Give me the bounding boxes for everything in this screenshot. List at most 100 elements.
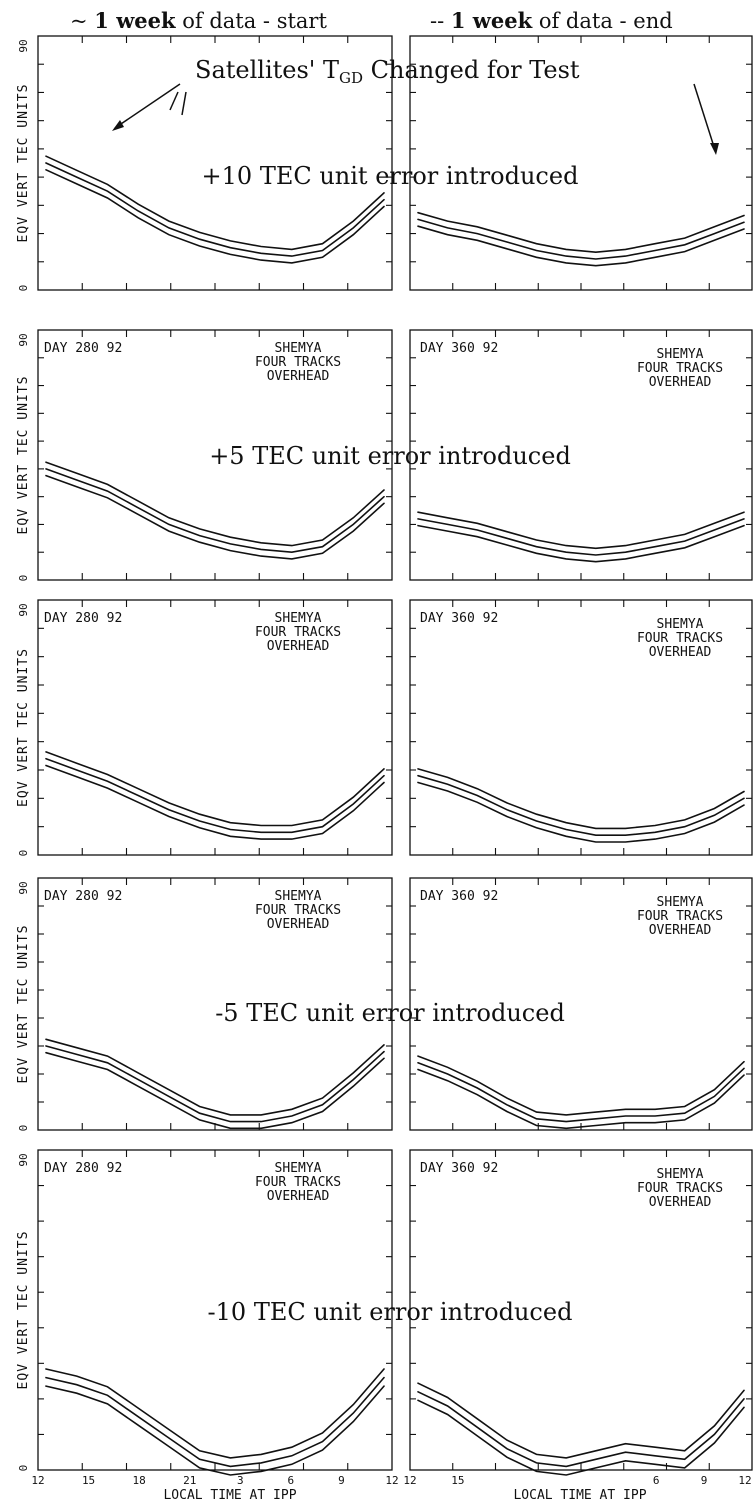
station-label-right: SHEMYA <box>657 347 704 362</box>
y-min-label: 0 <box>17 575 30 582</box>
subtitle-1-left: FOUR TRACKS <box>255 355 341 370</box>
day-label-left: DAY 280 92 <box>44 611 122 626</box>
trace-right-panel-4 <box>417 1055 745 1130</box>
trace-line <box>45 757 385 834</box>
trace-right-panel-3 <box>417 768 745 843</box>
y-axis-label: EQV VERT TEC UNITS <box>16 648 31 807</box>
trace-line <box>417 1055 745 1116</box>
x-tick-label: 12 <box>403 1474 416 1487</box>
y-min-label: 0 <box>17 285 30 292</box>
day-label-right: DAY 360 92 <box>420 1161 498 1176</box>
y-axis-label: EQV VERT TEC UNITS <box>16 1231 31 1390</box>
trace-left-panel-3 <box>45 751 385 840</box>
y-max-label: 90 <box>17 881 30 894</box>
trace-line <box>45 468 385 554</box>
y-max-label: 90 <box>17 333 30 346</box>
x-tick-label: 6 <box>653 1474 660 1487</box>
y-min-label: 0 <box>17 1125 30 1132</box>
y-axis-label: EQV VERT TEC UNITS <box>16 376 31 535</box>
trace-line <box>417 781 745 843</box>
trace-line <box>45 461 385 547</box>
x-axis-label-right: LOCAL TIME AT IPP <box>513 1488 646 1503</box>
x-tick-label: 12 <box>385 1474 398 1487</box>
trace-line <box>417 768 745 830</box>
day-label-right: DAY 360 92 <box>420 341 498 356</box>
station-label-left: SHEMYA <box>275 341 322 356</box>
y-min-label: 0 <box>17 850 30 857</box>
station-label-right: SHEMYA <box>657 895 704 910</box>
trace-line <box>417 218 745 260</box>
trace-line <box>45 764 385 840</box>
trace-line <box>45 1368 385 1459</box>
trace-line <box>45 474 385 560</box>
x-tick-label: 15 <box>82 1474 95 1487</box>
x-tick-label: 15 <box>451 1474 464 1487</box>
trace-right-panel-5 <box>417 1382 745 1476</box>
subtitle-1-right: FOUR TRACKS <box>637 631 723 646</box>
trace-line <box>417 1068 745 1130</box>
header-right: -- 1 week of data - end <box>430 8 673 33</box>
trace-line <box>45 169 385 264</box>
trace-line <box>417 211 745 254</box>
subtitle-2-right: OVERHEAD <box>649 1195 712 1210</box>
trace-left-panel-2 <box>45 461 385 560</box>
y-axis-label: EQV VERT TEC UNITS <box>16 84 31 243</box>
trace-line <box>417 524 745 563</box>
trace-line <box>45 751 385 827</box>
trace-left-panel-1 <box>45 155 385 264</box>
subtitle-2-right: OVERHEAD <box>649 923 712 938</box>
trace-line <box>417 511 745 550</box>
y-axis-label: EQV VERT TEC UNITS <box>16 925 31 1084</box>
trace-left-panel-4 <box>45 1038 385 1130</box>
panel-1: EQV VERT TEC UNITS 90 0 +10 TEC unit error … <box>16 35 753 292</box>
subtitle-1-left: FOUR TRACKS <box>255 625 341 640</box>
subtitle-1-right: FOUR TRACKS <box>637 909 723 924</box>
trace-line <box>417 518 745 556</box>
y-max-label: 90 <box>17 603 30 616</box>
trace-line <box>417 1399 745 1476</box>
x-tick-label: 3 <box>237 1474 244 1487</box>
trace-line <box>417 1382 745 1459</box>
trace-line <box>45 1038 385 1116</box>
x-tick-label: 6 <box>288 1474 295 1487</box>
trace-left-panel-5 <box>45 1368 385 1476</box>
y-max-label: 90 <box>17 1153 30 1166</box>
station-label-right: SHEMYA <box>657 1167 704 1182</box>
trace-line <box>45 1376 385 1468</box>
subtitle-2-left: OVERHEAD <box>267 917 330 932</box>
trace-right-panel-2 <box>417 511 745 563</box>
day-label-left: DAY 280 92 <box>44 341 122 356</box>
top-annotation: Satellites' TGD Changed for Test <box>195 56 580 87</box>
y-min-label: 0 <box>17 1465 30 1472</box>
header-left: ~ 1 week of data - start <box>70 8 327 33</box>
day-label-right: DAY 360 92 <box>420 611 498 626</box>
subtitle-2-right: OVERHEAD <box>649 375 712 390</box>
subtitle-2-left: OVERHEAD <box>267 1189 330 1204</box>
day-label-right: DAY 360 92 <box>420 889 498 904</box>
error-annotation: +5 TEC unit error introduced <box>209 442 571 470</box>
error-annotation: -10 TEC unit error introduced <box>208 1298 573 1326</box>
station-label-left: SHEMYA <box>275 1161 322 1176</box>
station-label-left: SHEMYA <box>275 889 322 904</box>
trace-line <box>45 155 385 251</box>
trace-line <box>417 774 745 837</box>
subtitle-1-left: FOUR TRACKS <box>255 1175 341 1190</box>
x-tick-labels: 12 15 18 21 3 6 9 12 12 15 6 9 12 <box>31 1474 751 1487</box>
x-tick-label: 9 <box>338 1474 345 1487</box>
station-label-right: SHEMYA <box>657 617 704 632</box>
x-tick-label: 12 <box>738 1474 751 1487</box>
trace-line <box>45 1051 385 1130</box>
trace-line <box>45 1385 385 1476</box>
error-annotation: +10 TEC unit error introduced <box>202 162 579 190</box>
trace-line <box>417 1391 745 1468</box>
trace-line <box>45 162 385 257</box>
subtitle-1-right: FOUR TRACKS <box>637 1181 723 1196</box>
day-label-left: DAY 280 92 <box>44 1161 122 1176</box>
subtitle-1-left: FOUR TRACKS <box>255 903 341 918</box>
x-axis-label-left: LOCAL TIME AT IPP <box>163 1488 296 1503</box>
